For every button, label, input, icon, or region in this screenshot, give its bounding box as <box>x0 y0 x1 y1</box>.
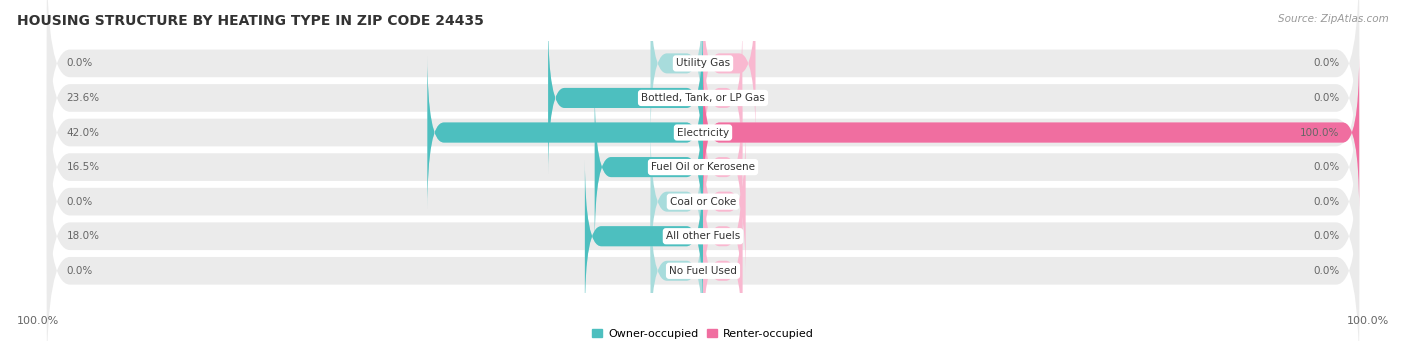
Text: Fuel Oil or Kerosene: Fuel Oil or Kerosene <box>651 162 755 172</box>
FancyBboxPatch shape <box>595 91 703 243</box>
Text: 0.0%: 0.0% <box>66 266 93 276</box>
FancyBboxPatch shape <box>703 160 742 313</box>
Text: 0.0%: 0.0% <box>66 58 93 69</box>
Text: Bottled, Tank, or LP Gas: Bottled, Tank, or LP Gas <box>641 93 765 103</box>
Text: 100.0%: 100.0% <box>1347 315 1389 326</box>
FancyBboxPatch shape <box>46 0 1360 205</box>
FancyBboxPatch shape <box>703 194 742 341</box>
Text: 0.0%: 0.0% <box>66 197 93 207</box>
FancyBboxPatch shape <box>427 56 703 209</box>
FancyBboxPatch shape <box>595 91 703 243</box>
FancyBboxPatch shape <box>703 56 1360 209</box>
Text: 0.0%: 0.0% <box>1313 162 1340 172</box>
Text: 18.0%: 18.0% <box>66 231 100 241</box>
Text: Electricity: Electricity <box>676 128 730 137</box>
Text: 16.5%: 16.5% <box>66 162 100 172</box>
FancyBboxPatch shape <box>703 21 742 174</box>
Text: Utility Gas: Utility Gas <box>676 58 730 69</box>
FancyBboxPatch shape <box>651 0 703 140</box>
Text: All other Fuels: All other Fuels <box>666 231 740 241</box>
Text: HOUSING STRUCTURE BY HEATING TYPE IN ZIP CODE 24435: HOUSING STRUCTURE BY HEATING TYPE IN ZIP… <box>17 14 484 28</box>
Text: 0.0%: 0.0% <box>1313 231 1340 241</box>
FancyBboxPatch shape <box>585 160 703 313</box>
Text: Coal or Coke: Coal or Coke <box>669 197 737 207</box>
Text: 100.0%: 100.0% <box>17 315 59 326</box>
FancyBboxPatch shape <box>46 129 1360 341</box>
Text: 0.0%: 0.0% <box>1313 197 1340 207</box>
FancyBboxPatch shape <box>548 21 703 174</box>
FancyBboxPatch shape <box>703 125 745 278</box>
FancyBboxPatch shape <box>46 0 1360 170</box>
FancyBboxPatch shape <box>703 56 1360 209</box>
FancyBboxPatch shape <box>427 56 703 209</box>
FancyBboxPatch shape <box>651 194 703 341</box>
FancyBboxPatch shape <box>548 21 703 174</box>
FancyBboxPatch shape <box>651 125 703 278</box>
Text: 0.0%: 0.0% <box>1313 266 1340 276</box>
FancyBboxPatch shape <box>703 0 755 140</box>
Text: 100.0%: 100.0% <box>1301 128 1340 137</box>
Text: No Fuel Used: No Fuel Used <box>669 266 737 276</box>
Legend: Owner-occupied, Renter-occupied: Owner-occupied, Renter-occupied <box>588 324 818 341</box>
Text: 0.0%: 0.0% <box>1313 58 1340 69</box>
FancyBboxPatch shape <box>46 94 1360 309</box>
FancyBboxPatch shape <box>703 91 742 243</box>
Text: Source: ZipAtlas.com: Source: ZipAtlas.com <box>1278 14 1389 24</box>
Text: 42.0%: 42.0% <box>66 128 100 137</box>
Text: 23.6%: 23.6% <box>66 93 100 103</box>
FancyBboxPatch shape <box>46 164 1360 341</box>
FancyBboxPatch shape <box>585 160 703 313</box>
FancyBboxPatch shape <box>46 25 1360 240</box>
FancyBboxPatch shape <box>46 60 1360 274</box>
Text: 0.0%: 0.0% <box>1313 93 1340 103</box>
